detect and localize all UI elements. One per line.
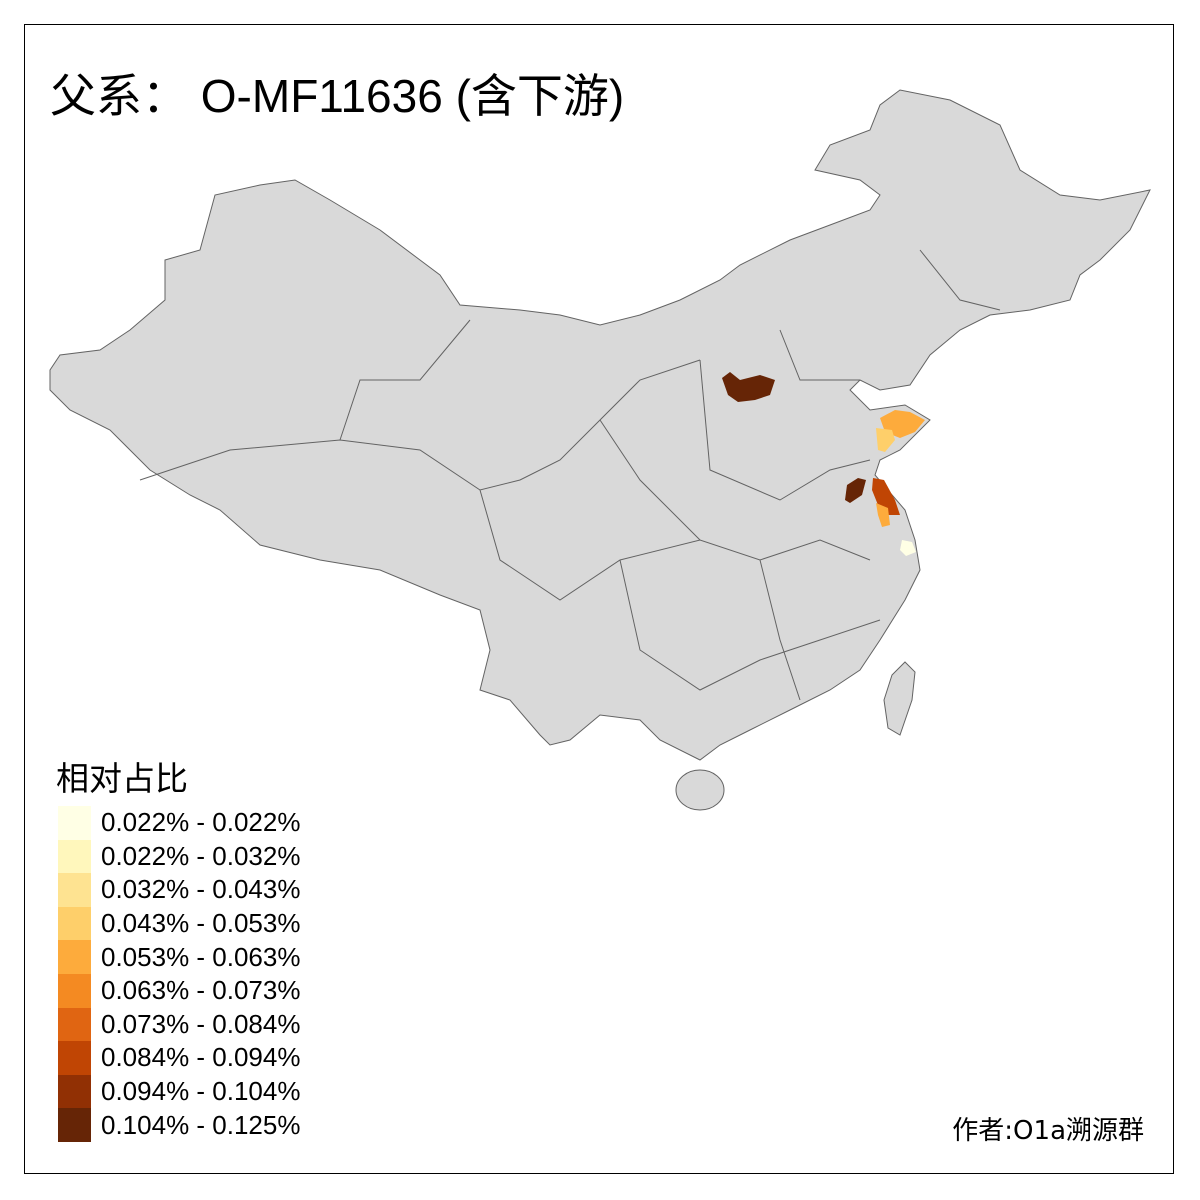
china-mainland bbox=[49, 89, 1151, 761]
author-credit: 作者:O1a溯源群 bbox=[952, 1116, 1144, 1146]
legend-item: 0.022% - 0.032% bbox=[58, 839, 301, 874]
legend-label: 0.063% - 0.073% bbox=[101, 975, 301, 1006]
legend-item: 0.094% - 0.104% bbox=[58, 1074, 301, 1109]
hainan bbox=[675, 769, 725, 811]
highlighted-regions bbox=[722, 372, 925, 556]
region-jiangsu-central bbox=[876, 503, 890, 527]
region-shanghai bbox=[900, 540, 916, 556]
legend-swatch bbox=[58, 1007, 91, 1042]
legend-swatch bbox=[58, 974, 91, 1008]
legend-item: 0.073% - 0.084% bbox=[58, 1007, 301, 1042]
legend-item: 0.053% - 0.063% bbox=[58, 940, 300, 974]
legend-label: 0.094% - 0.104% bbox=[101, 1076, 301, 1107]
legend-swatch bbox=[58, 940, 91, 974]
legend-item: 0.032% - 0.043% bbox=[58, 873, 300, 907]
legend-label: 0.043% - 0.053% bbox=[101, 908, 301, 939]
legend-swatch bbox=[58, 1041, 91, 1075]
legend-label: 0.053% - 0.063% bbox=[101, 941, 301, 972]
region-shandong-south bbox=[876, 428, 895, 452]
legend-swatch bbox=[58, 1108, 91, 1142]
map-title: 父系： O-MF11636 (含下游) bbox=[50, 70, 625, 122]
legend-label: 0.104% - 0.125% bbox=[101, 1109, 301, 1140]
legend-label: 0.084% - 0.094% bbox=[101, 1042, 301, 1073]
legend-swatch bbox=[58, 806, 91, 840]
region-inner-mongolia-baotou bbox=[722, 372, 775, 402]
legend-label: 0.022% - 0.032% bbox=[101, 840, 301, 871]
legend-swatch bbox=[58, 1074, 91, 1109]
taiwan bbox=[883, 661, 916, 736]
legend-swatch bbox=[58, 839, 91, 874]
legend-item: 0.084% - 0.094% bbox=[58, 1041, 300, 1075]
plot-frame bbox=[24, 24, 1174, 1174]
legend-swatch bbox=[58, 873, 91, 907]
legend-item: 0.104% - 0.125% bbox=[58, 1108, 300, 1142]
region-jiangsu-xuzhou bbox=[845, 478, 866, 503]
legend-item: 0.043% - 0.053% bbox=[58, 906, 301, 941]
legend-item: 0.063% - 0.073% bbox=[58, 974, 300, 1008]
province-borders bbox=[139, 249, 1001, 701]
legend-label: 0.022% - 0.022% bbox=[101, 807, 301, 838]
legend-title: 相对占比 bbox=[56, 759, 188, 798]
legend-label: 0.073% - 0.084% bbox=[101, 1008, 301, 1039]
legend-label: 0.032% - 0.043% bbox=[101, 874, 301, 905]
legend-item: 0.022% - 0.022% bbox=[58, 806, 300, 840]
legend-swatch bbox=[58, 906, 91, 941]
